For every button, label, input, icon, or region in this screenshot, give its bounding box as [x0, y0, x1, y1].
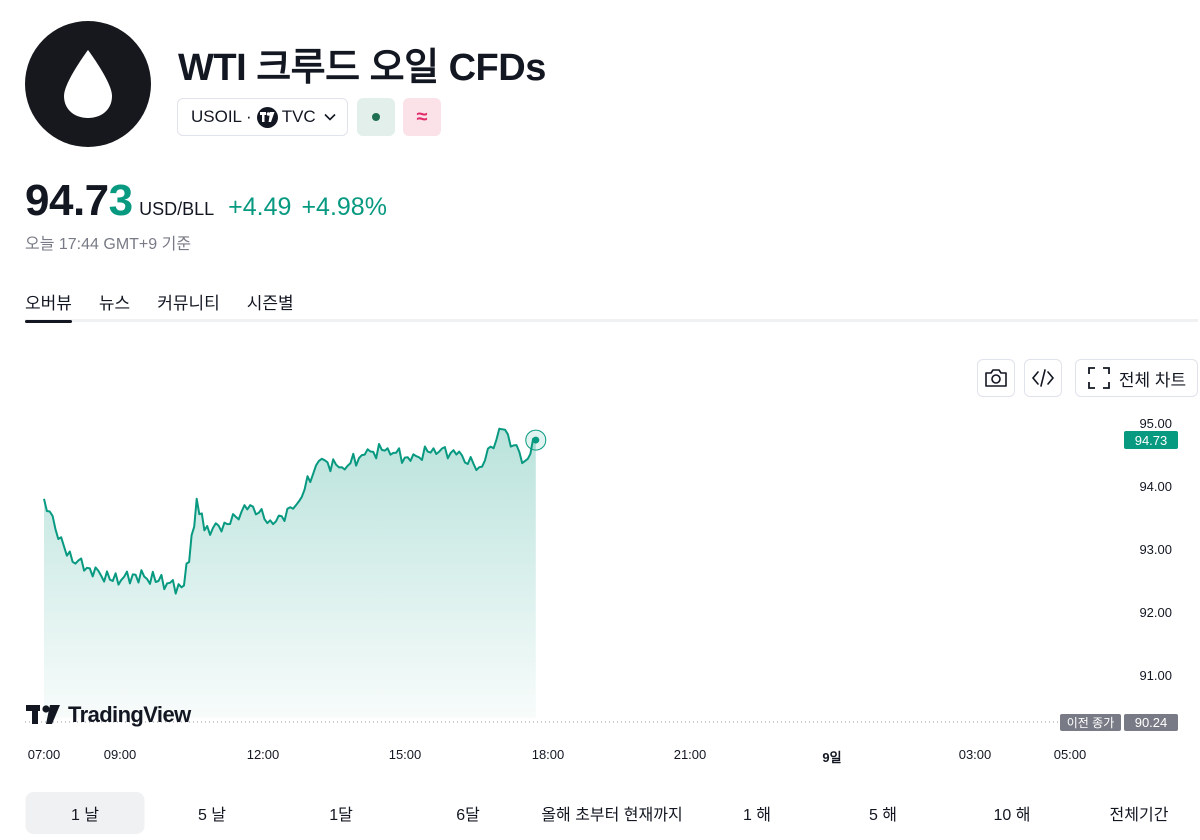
- range-selector: 1 날 5 날 1달 6달 올해 초부터 현재까지 1 해 5 해 10 해 전…: [25, 792, 1200, 834]
- oil-drop-icon: [64, 50, 112, 118]
- price-change: +4.49: [228, 193, 292, 221]
- range-1m-button[interactable]: 1달: [329, 807, 353, 824]
- range-6m-button[interactable]: 6달: [456, 807, 480, 824]
- x-tick-label: 07:00: [27, 747, 61, 762]
- tabs-divider: [25, 319, 1198, 322]
- range-ytd-button[interactable]: 올해 초부터 현재까지: [541, 807, 683, 824]
- page-title: WTI 크루드 오일 CFDs: [178, 47, 546, 89]
- y-tick-label: 93.00: [1139, 542, 1172, 557]
- price-row: 94.7 3 USD/BLL +4.49 +4.98%: [25, 176, 387, 226]
- tab-overview[interactable]: 오버뷰: [25, 289, 72, 323]
- price-chart[interactable]: [0, 400, 1200, 780]
- symbol-exchange-selector[interactable]: USOIL · TVC: [177, 98, 348, 136]
- last-price-tag: 94.73: [1124, 431, 1178, 449]
- tabs-bar: 오버뷰 뉴스 커뮤니티 시즌별: [25, 289, 321, 323]
- code-embed-icon: [1031, 369, 1055, 387]
- previous-close-label: 이전 종가: [1060, 714, 1121, 731]
- x-tick-label: 09:00: [103, 747, 137, 762]
- tvc-logo-icon: [256, 106, 278, 128]
- price-area-fill: [44, 428, 536, 718]
- chevron-down-icon: [324, 113, 336, 121]
- previous-close-value: 90.24: [1124, 714, 1178, 731]
- symbol-separator: ·: [246, 107, 252, 126]
- x-tick-label: 05:00: [1053, 747, 1087, 762]
- range-5d-button[interactable]: 5 날: [197, 807, 227, 824]
- tradingview-watermark: TradingView: [26, 702, 191, 728]
- market-open-status-button[interactable]: [357, 98, 395, 136]
- range-5y-button[interactable]: 5 해: [868, 807, 898, 824]
- y-tick-label: 92.00: [1139, 605, 1172, 620]
- x-tick-label-day: 9일: [822, 750, 842, 765]
- camera-icon: [985, 369, 1007, 387]
- price-last-digit: 3: [108, 176, 134, 225]
- delayed-data-status-button[interactable]: ≈: [403, 98, 441, 136]
- full-chart-label: 전체 차트: [1118, 370, 1187, 390]
- x-tick-label: 18:00: [531, 747, 565, 762]
- snapshot-button[interactable]: [977, 359, 1015, 397]
- market-open-dot-icon: [372, 113, 380, 121]
- x-tick-label: 15:00: [388, 747, 422, 762]
- watermark-text: TradingView: [68, 702, 191, 727]
- price-timestamp: 오늘 17:44 GMT+9 기준: [25, 236, 192, 253]
- last-point-dot: [532, 436, 540, 444]
- y-tick-label: 95.00: [1139, 416, 1172, 431]
- price-line: [43, 427, 537, 595]
- tab-seasonals[interactable]: 시즌별: [246, 294, 294, 313]
- tab-news[interactable]: 뉴스: [98, 294, 131, 313]
- x-tick-label: 12:00: [246, 747, 280, 762]
- x-tick-label: 03:00: [958, 747, 992, 762]
- range-all-button[interactable]: 전체기간: [1109, 807, 1169, 824]
- embed-button[interactable]: [1024, 359, 1062, 397]
- price-value: 94.7: [25, 176, 109, 225]
- exchange-label: TVC: [281, 107, 316, 126]
- range-1y-button[interactable]: 1 해: [742, 807, 772, 824]
- price-unit: USD/BLL: [139, 199, 215, 219]
- tradingview-logo-icon: [26, 705, 60, 724]
- price-change-percent: +4.98%: [301, 193, 387, 221]
- approx-icon: ≈: [416, 105, 428, 128]
- y-tick-label: 94.00: [1139, 479, 1172, 494]
- symbol-logo: [25, 21, 151, 147]
- x-tick-label: 21:00: [673, 747, 707, 762]
- fullscreen-icon: [1087, 367, 1110, 389]
- range-10y-button[interactable]: 10 해: [993, 807, 1031, 824]
- range-1d-button[interactable]: 1 날: [25, 792, 145, 834]
- tab-community[interactable]: 커뮤니티: [157, 294, 220, 313]
- symbol-label: USOIL: [191, 107, 243, 126]
- full-chart-button[interactable]: 전체 차트: [1075, 359, 1198, 397]
- y-tick-label: 91.00: [1139, 668, 1172, 683]
